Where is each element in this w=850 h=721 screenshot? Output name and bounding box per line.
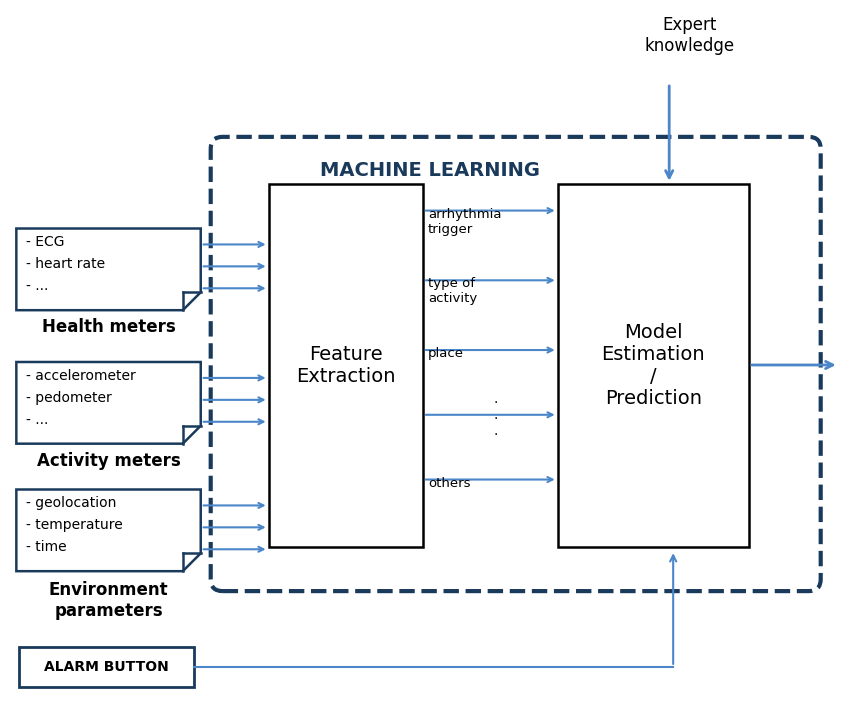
Text: others: others bbox=[428, 477, 471, 490]
Text: Health meters: Health meters bbox=[42, 318, 175, 336]
Text: - time: - time bbox=[26, 540, 67, 554]
Text: - accelerometer: - accelerometer bbox=[26, 369, 136, 383]
Text: MACHINE LEARNING: MACHINE LEARNING bbox=[320, 162, 540, 180]
Text: Feature
Extraction: Feature Extraction bbox=[296, 345, 395, 386]
Text: place: place bbox=[428, 347, 464, 360]
Text: Environment
parameters: Environment parameters bbox=[48, 581, 168, 620]
Text: - ...: - ... bbox=[26, 279, 48, 293]
Text: - ...: - ... bbox=[26, 412, 48, 427]
Text: - heart rate: - heart rate bbox=[26, 257, 105, 271]
Polygon shape bbox=[16, 229, 201, 310]
Bar bbox=[20, 647, 194, 686]
Bar bbox=[558, 184, 749, 547]
Text: Activity meters: Activity meters bbox=[37, 451, 180, 469]
Text: .
.
.: . . . bbox=[493, 392, 497, 438]
Text: Expert
knowledge: Expert knowledge bbox=[644, 17, 734, 55]
Text: arrhythmia
trigger: arrhythmia trigger bbox=[428, 208, 501, 236]
Bar bbox=[269, 184, 423, 547]
Text: - temperature: - temperature bbox=[26, 518, 123, 532]
Polygon shape bbox=[16, 362, 201, 443]
Text: ALARM BUTTON: ALARM BUTTON bbox=[44, 660, 169, 674]
Text: - geolocation: - geolocation bbox=[26, 497, 116, 510]
Text: - ECG: - ECG bbox=[26, 236, 65, 249]
Polygon shape bbox=[16, 490, 201, 571]
Text: Model
Estimation
/
Prediction: Model Estimation / Prediction bbox=[602, 323, 705, 408]
Text: type of
activity: type of activity bbox=[428, 278, 477, 305]
Text: - pedometer: - pedometer bbox=[26, 391, 112, 405]
